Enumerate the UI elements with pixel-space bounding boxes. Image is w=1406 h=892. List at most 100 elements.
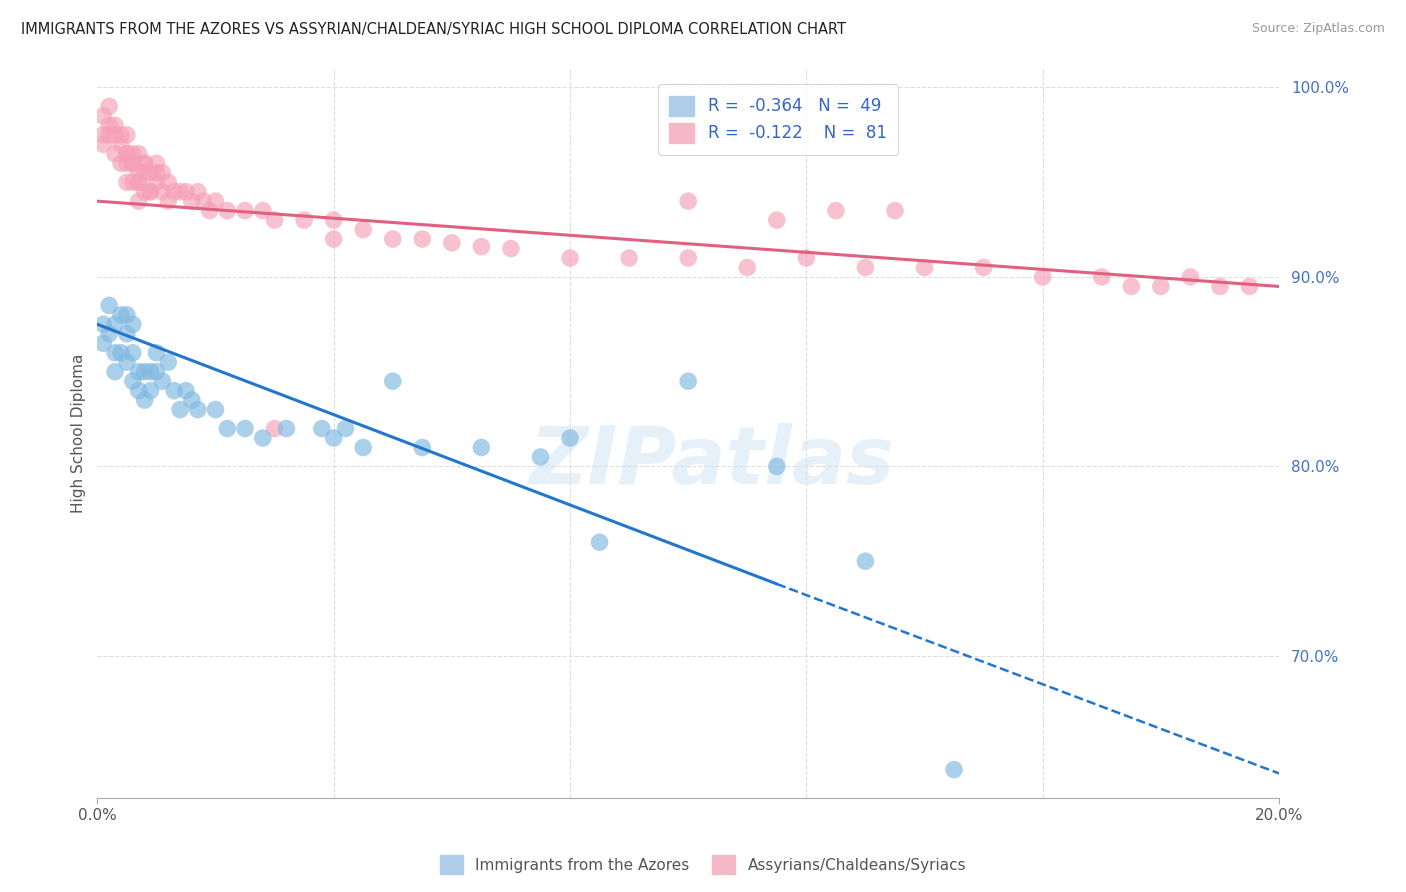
Point — [157, 194, 180, 209]
Point — [115, 175, 138, 189]
Point — [157, 355, 180, 369]
Point — [163, 185, 186, 199]
Point — [735, 260, 758, 275]
Point — [499, 242, 522, 256]
Point — [110, 345, 132, 359]
Point — [139, 365, 162, 379]
Point — [204, 194, 226, 209]
Point — [180, 194, 202, 209]
Point — [1180, 269, 1202, 284]
Point — [263, 213, 285, 227]
Point — [322, 213, 344, 227]
Point — [311, 421, 333, 435]
Point — [145, 175, 167, 189]
Point — [855, 260, 877, 275]
Point — [134, 393, 156, 408]
Point — [104, 318, 127, 332]
Point — [121, 374, 143, 388]
Point — [139, 166, 162, 180]
Point — [180, 393, 202, 408]
Point — [145, 156, 167, 170]
Point — [796, 251, 818, 265]
Point — [1150, 279, 1173, 293]
Point — [558, 251, 581, 265]
Point — [139, 384, 162, 398]
Point — [121, 345, 143, 359]
Point — [115, 146, 138, 161]
Point — [110, 137, 132, 152]
Point — [110, 128, 132, 142]
Point — [174, 384, 197, 398]
Point — [115, 308, 138, 322]
Point — [440, 235, 463, 250]
Point — [187, 402, 209, 417]
Point — [121, 146, 143, 161]
Point — [381, 232, 404, 246]
Point — [529, 450, 551, 464]
Point — [676, 374, 699, 388]
Point — [292, 213, 315, 227]
Point — [104, 365, 127, 379]
Point — [145, 166, 167, 180]
Point — [91, 109, 114, 123]
Point — [588, 535, 610, 549]
Point — [134, 156, 156, 170]
Point — [128, 384, 150, 398]
Point — [98, 99, 121, 113]
Point — [110, 308, 132, 322]
Y-axis label: High School Diploma: High School Diploma — [72, 353, 86, 513]
Text: IMMIGRANTS FROM THE AZORES VS ASSYRIAN/CHALDEAN/SYRIAC HIGH SCHOOL DIPLOMA CORRE: IMMIGRANTS FROM THE AZORES VS ASSYRIAN/C… — [21, 22, 846, 37]
Point — [98, 128, 121, 142]
Point — [104, 128, 127, 142]
Point — [163, 384, 186, 398]
Point — [145, 365, 167, 379]
Point — [134, 166, 156, 180]
Point — [1032, 269, 1054, 284]
Point — [115, 326, 138, 341]
Point — [855, 554, 877, 568]
Legend: R =  -0.364   N =  49, R =  -0.122    N =  81: R = -0.364 N = 49, R = -0.122 N = 81 — [658, 84, 898, 155]
Point — [193, 194, 215, 209]
Point — [115, 128, 138, 142]
Point — [98, 298, 121, 312]
Text: Source: ZipAtlas.com: Source: ZipAtlas.com — [1251, 22, 1385, 36]
Point — [91, 318, 114, 332]
Point — [1239, 279, 1261, 293]
Point — [115, 355, 138, 369]
Point — [676, 251, 699, 265]
Text: ZIPatlas: ZIPatlas — [529, 424, 894, 501]
Point — [322, 232, 344, 246]
Point — [765, 459, 787, 474]
Point — [1091, 269, 1114, 284]
Point — [335, 421, 357, 435]
Point — [884, 203, 907, 218]
Point — [134, 185, 156, 199]
Point — [104, 119, 127, 133]
Point — [973, 260, 995, 275]
Point — [121, 175, 143, 189]
Point — [411, 232, 433, 246]
Point — [217, 421, 239, 435]
Point — [104, 146, 127, 161]
Point — [139, 185, 162, 199]
Point — [169, 402, 191, 417]
Point — [139, 185, 162, 199]
Point — [121, 156, 143, 170]
Point — [169, 185, 191, 199]
Point — [233, 421, 256, 435]
Point — [91, 137, 114, 152]
Point — [121, 156, 143, 170]
Point — [470, 441, 492, 455]
Point — [134, 365, 156, 379]
Point — [157, 175, 180, 189]
Point — [676, 194, 699, 209]
Point — [150, 166, 173, 180]
Point — [1209, 279, 1232, 293]
Point — [765, 213, 787, 227]
Point — [115, 146, 138, 161]
Point — [187, 185, 209, 199]
Point — [134, 156, 156, 170]
Point — [204, 402, 226, 417]
Point — [91, 128, 114, 142]
Point — [943, 763, 966, 777]
